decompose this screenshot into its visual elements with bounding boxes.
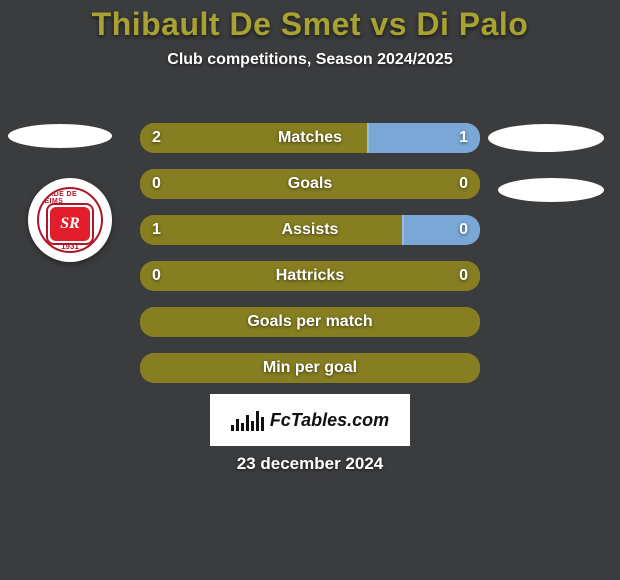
stat-value-right: 0 — [447, 215, 480, 245]
stat-row: Min per goal — [140, 353, 480, 383]
club-badge-left: STADE DE REIMS SR 1931 — [28, 178, 112, 262]
stat-label: Min per goal — [140, 353, 480, 383]
stat-value-left: 2 — [140, 123, 173, 153]
fctables-text: FcTables.com — [270, 410, 389, 431]
stat-label: Assists — [140, 215, 480, 245]
fctables-logo-icon — [231, 409, 264, 431]
player-right-oval-bot — [498, 178, 604, 202]
stat-row: Assists1 0 — [140, 215, 480, 245]
stat-value-right: 0 — [447, 169, 480, 199]
stat-label: Goals — [140, 169, 480, 199]
club-badge-inner: STADE DE REIMS SR 1931 — [37, 187, 103, 253]
stat-value-right: 1 — [447, 123, 480, 153]
stat-rows: Matches21Goals00Assists10Hattricks00Goal… — [140, 123, 480, 399]
stat-label: Hattricks — [140, 261, 480, 291]
stat-label: Goals per match — [140, 307, 480, 337]
player-left-oval — [8, 124, 112, 148]
stat-row: Goals0 0 — [140, 169, 480, 199]
player-right-oval-top — [488, 124, 604, 152]
page-subtitle: Club competitions, Season 2024/2025 — [0, 51, 620, 69]
stat-value-left: 0 — [140, 261, 173, 291]
stat-value-right: 0 — [447, 261, 480, 291]
stat-value-left: 0 — [140, 169, 173, 199]
stat-row: Matches2 1 — [140, 123, 480, 153]
page-title: Thibault De Smet vs Di Palo — [0, 0, 620, 43]
club-badge-monogram: SR — [50, 207, 90, 241]
stat-row: Goals per match — [140, 307, 480, 337]
stat-row: Hattricks0 0 — [140, 261, 480, 291]
stat-value-left: 1 — [140, 215, 173, 245]
infographic-date: 23 december 2024 — [0, 454, 620, 474]
stat-label: Matches — [140, 123, 480, 153]
fctables-watermark: FcTables.com — [210, 394, 410, 446]
comparison-infographic: Thibault De Smet vs Di Palo Club competi… — [0, 0, 620, 580]
